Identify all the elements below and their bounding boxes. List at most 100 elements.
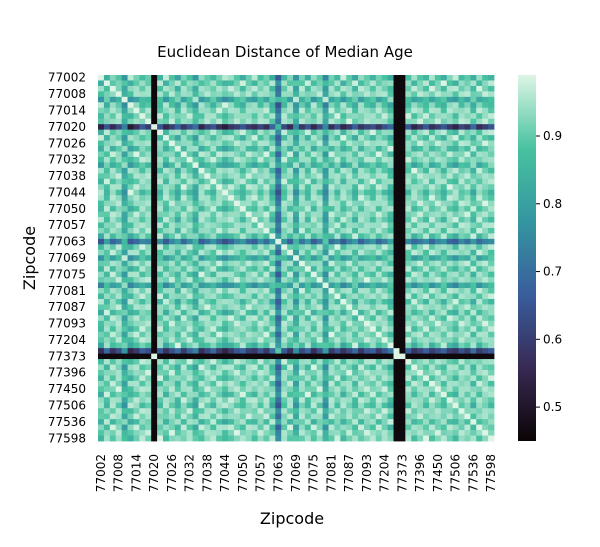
heatmap-cell [417, 167, 424, 174]
heatmap-cell [423, 260, 430, 267]
heatmap-cell [322, 162, 329, 169]
heatmap-cell [375, 200, 383, 207]
heatmap-cell [310, 271, 318, 278]
heatmap-cell [133, 380, 140, 387]
heatmap-cell [440, 217, 448, 223]
heatmap-cell [488, 298, 495, 305]
heatmap-cell [239, 353, 247, 360]
y-tick-label: 77020 [48, 120, 86, 134]
heatmap-cell [375, 430, 383, 436]
heatmap-cell [417, 85, 424, 92]
heatmap-cell [269, 102, 276, 109]
heatmap-cell [417, 391, 424, 398]
heatmap-cell [411, 266, 418, 273]
heatmap-cell [381, 320, 389, 327]
heatmap-cell [145, 85, 152, 92]
heatmap-cell [198, 178, 205, 185]
heatmap-cell [458, 298, 465, 305]
heatmap-cell [228, 337, 235, 344]
heatmap-cell [375, 233, 383, 240]
heatmap-cell [476, 331, 483, 338]
heatmap-cell [446, 156, 454, 163]
heatmap-cell [293, 375, 300, 382]
heatmap-cell [476, 211, 483, 218]
heatmap-cell [293, 135, 300, 141]
heatmap-cell [127, 162, 134, 169]
heatmap-cell [352, 298, 359, 305]
heatmap-cell [293, 320, 300, 327]
heatmap-cell [458, 419, 465, 426]
heatmap-cell [393, 408, 400, 415]
heatmap-cell [210, 413, 217, 420]
heatmap-cell [174, 304, 182, 311]
heatmap-cell [204, 337, 211, 344]
heatmap-cell [358, 402, 365, 409]
heatmap-cell [275, 135, 282, 141]
heatmap-cell [298, 200, 306, 207]
heatmap-cell [210, 217, 217, 223]
heatmap-cell [470, 96, 477, 103]
heatmap-cell [482, 200, 489, 207]
heatmap-cell [157, 167, 164, 174]
heatmap-cell [381, 107, 389, 114]
heatmap-cell [204, 124, 211, 131]
heatmap-cell [375, 184, 383, 191]
heatmap-cell [434, 391, 442, 398]
heatmap-cell [446, 206, 454, 212]
heatmap-cell [121, 135, 128, 141]
heatmap-cell [245, 315, 253, 322]
heatmap-cell [245, 260, 253, 267]
heatmap-cell [145, 369, 152, 376]
heatmap-cell [269, 430, 276, 436]
heatmap-cell [316, 342, 323, 349]
heatmap-cell [157, 282, 164, 289]
heatmap-cell [352, 96, 359, 103]
heatmap-cell [222, 337, 229, 344]
heatmap-cell [198, 397, 205, 404]
heatmap-cell [174, 397, 182, 404]
heatmap-cell [257, 238, 264, 245]
heatmap-cell [180, 342, 188, 349]
heatmap-cell [411, 156, 418, 163]
heatmap-cell [186, 288, 193, 294]
heatmap-cell [192, 430, 199, 436]
heatmap-cell [263, 113, 270, 120]
heatmap-cell [222, 266, 229, 273]
heatmap-cell [133, 320, 140, 327]
heatmap-cell [352, 244, 359, 251]
heatmap-cell [251, 129, 258, 136]
heatmap-cell [204, 146, 211, 152]
heatmap-cell [340, 364, 347, 371]
heatmap-cell [310, 408, 318, 415]
heatmap-cell [440, 277, 448, 283]
heatmap-cell [115, 124, 123, 131]
heatmap-cell [375, 211, 383, 218]
heatmap-cell [381, 413, 389, 420]
heatmap-cell [417, 304, 424, 311]
heatmap-cell [387, 189, 394, 196]
heatmap-cell [115, 402, 123, 409]
heatmap-cell [216, 124, 223, 131]
heatmap-cell [458, 369, 465, 376]
heatmap-cell [157, 342, 164, 349]
heatmap-cell [180, 249, 188, 256]
heatmap-cell [127, 80, 134, 87]
heatmap-cell [216, 298, 223, 305]
heatmap-cell [446, 167, 454, 174]
heatmap-cell [488, 266, 495, 273]
heatmap-cell [127, 249, 134, 256]
heatmap-cell [405, 102, 412, 109]
heatmap-cell [115, 146, 123, 152]
heatmap-cell [239, 146, 247, 152]
heatmap-cell [216, 271, 223, 278]
heatmap-cell [281, 211, 288, 218]
heatmap-cell [328, 233, 335, 240]
heatmap-cell [316, 91, 323, 98]
heatmap-cell [363, 304, 371, 311]
heatmap-cell [387, 271, 394, 278]
heatmap-cell [275, 419, 282, 426]
heatmap-cell [440, 113, 448, 120]
heatmap-cell [375, 369, 383, 376]
heatmap-cell [145, 129, 152, 136]
